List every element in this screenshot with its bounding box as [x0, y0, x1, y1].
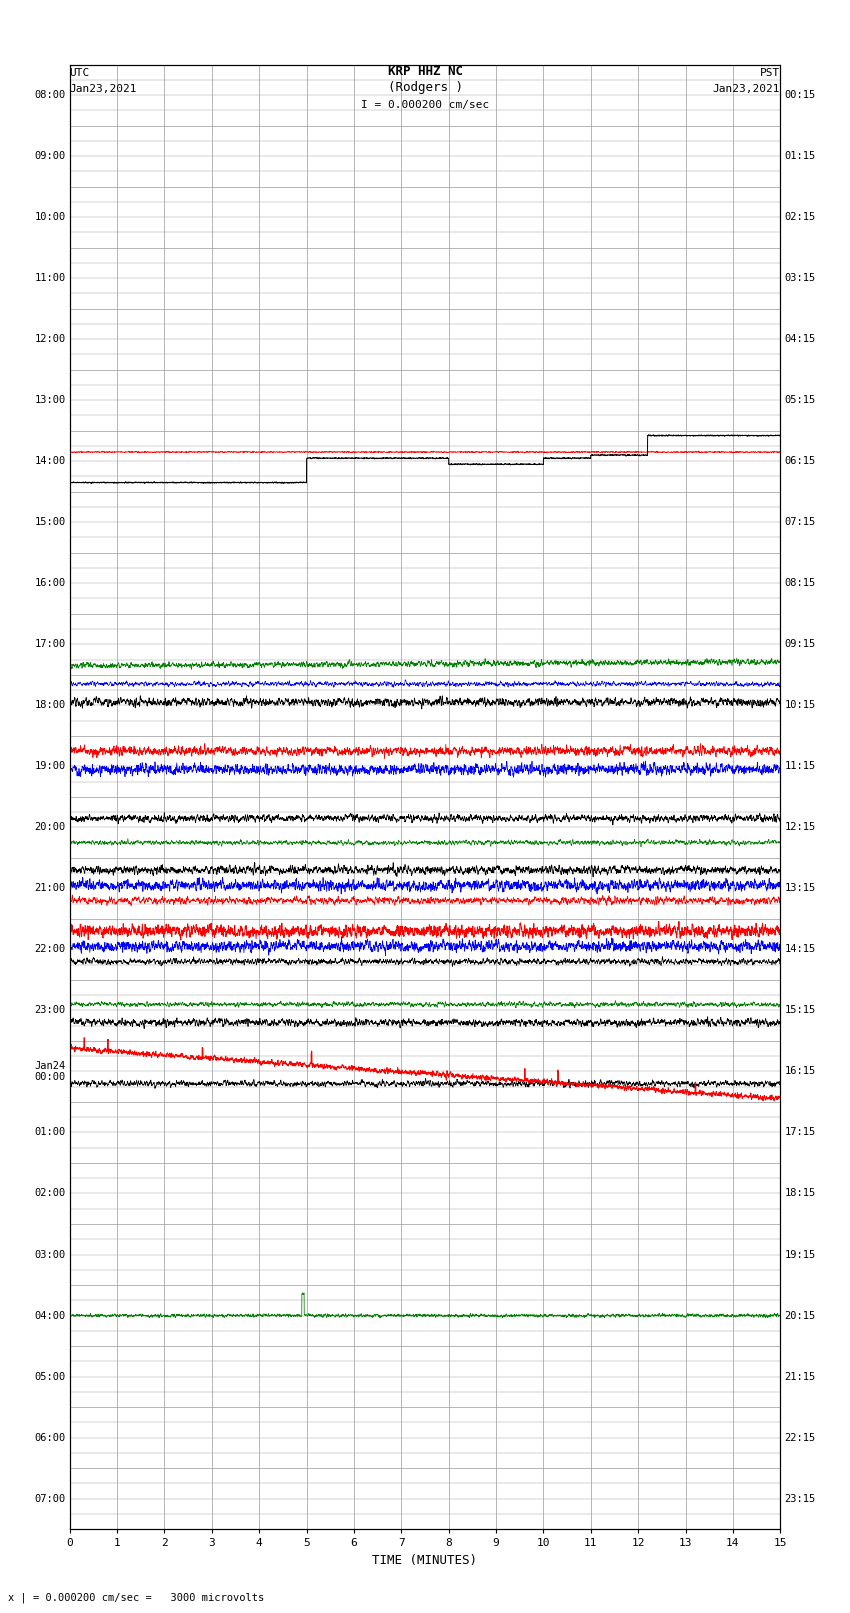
- Text: Jan23,2021: Jan23,2021: [70, 84, 137, 94]
- Text: PST: PST: [760, 68, 780, 77]
- Text: x | = 0.000200 cm/sec =   3000 microvolts: x | = 0.000200 cm/sec = 3000 microvolts: [8, 1592, 264, 1603]
- Text: UTC: UTC: [70, 68, 90, 77]
- Text: KRP HHZ NC: KRP HHZ NC: [388, 65, 462, 77]
- Text: I = 0.000200 cm/sec: I = 0.000200 cm/sec: [361, 100, 489, 110]
- X-axis label: TIME (MINUTES): TIME (MINUTES): [372, 1553, 478, 1566]
- Text: Jan23,2021: Jan23,2021: [713, 84, 780, 94]
- Text: (Rodgers ): (Rodgers ): [388, 81, 462, 94]
